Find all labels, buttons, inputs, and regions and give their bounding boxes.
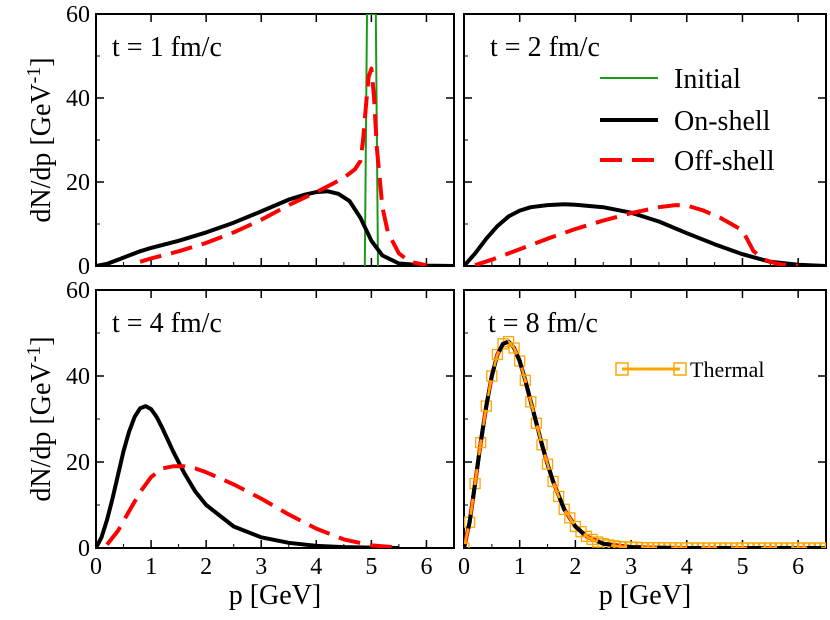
panel-3-xtick-label-4: 4 — [310, 554, 322, 580]
panel-4-xtick-label-5: 5 — [736, 554, 748, 580]
panel-4-xtick-label-2: 2 — [569, 554, 581, 580]
panel-3-series-on-shell — [96, 404, 399, 548]
panel-3-series-off-shell — [105, 464, 400, 548]
panel-1-ytick-label-60: 60 — [66, 2, 90, 28]
panel-2: t = 2 fm/c — [463, 13, 827, 267]
panel-4-thermal-point-15 — [541, 458, 554, 470]
panel-3-ytick-label-40: 40 — [66, 364, 90, 390]
legend-offshell-label: Off-shell — [674, 146, 775, 177]
legend-thermal: Thermal — [615, 357, 765, 382]
panel-1-ytick-label-40: 40 — [66, 86, 90, 112]
y-axis-label-bottom-main: dN/dp [GeV — [26, 362, 57, 501]
panel-4-series-on-shell-overlay — [464, 339, 826, 548]
y-axis-label-top-sup: -1 — [23, 67, 45, 84]
panel-3-ytick-label-60: 60 — [66, 278, 90, 304]
panel-4-xtick-label-1: 1 — [514, 554, 526, 580]
panel-4-xtick-label-4: 4 — [681, 554, 693, 580]
panel-1-title: t = 1 fm/c — [112, 32, 222, 63]
panel-2-frame — [463, 13, 827, 267]
panel-3-xtick-label-1: 1 — [145, 554, 157, 580]
y-axis-label-bottom-text: dN/dp [GeV-1] — [23, 336, 57, 501]
y-axis-label-bottom-sup: -1 — [23, 346, 45, 363]
panel-1-ytick-label-20: 20 — [66, 170, 90, 196]
y-axis-label-top-text: dN/dp [GeV-1] — [23, 57, 57, 222]
panel-4-xtick-label-0: 0 — [458, 554, 470, 580]
panel-1: t = 1 fm/c — [95, 13, 455, 267]
panel-2-series-on-shell — [464, 202, 826, 266]
panel-4-xtick-label-3: 3 — [625, 554, 637, 580]
panel-4-thermal-point-17 — [553, 490, 565, 503]
y-axis-label-top-close: ] — [26, 57, 57, 66]
panel-3-xtick-label-5: 5 — [365, 554, 377, 580]
legend-initial-label: Initial — [674, 64, 741, 95]
panel-3-xtick-label-6: 6 — [420, 554, 432, 580]
y-axis-label-bottom-close: ] — [26, 336, 57, 345]
panel-3-title: t = 4 fm/c — [112, 308, 222, 339]
panel-3-xtick-label-0: 0 — [90, 554, 102, 580]
legend-thermal-marker-right — [673, 362, 687, 376]
legend-thermal-label: Thermal — [690, 357, 765, 382]
panel-2-series-off-shell — [474, 203, 799, 266]
panel-3-xtick-label-2: 2 — [200, 554, 212, 580]
panel-4-thermal-point-9 — [508, 342, 520, 354]
panel-1-series-on-shell — [96, 189, 454, 266]
y-axis-label-top: dN/dp [GeV-1] — [23, 57, 57, 222]
panel-3-ytick-label-20: 20 — [66, 450, 90, 476]
panel-3: t = 4 fm/c — [95, 289, 455, 549]
x-axis-label-left: p [GeV] — [229, 580, 322, 611]
x-axis-label-right: p [GeV] — [599, 580, 692, 611]
legend-main: Initial On-shell Off-shell — [600, 64, 775, 177]
legend-thermal-marker-left — [615, 362, 629, 376]
y-axis-label-top-main: dN/dp [GeV — [26, 83, 57, 222]
panel-4: t = 8 fm/c — [463, 289, 827, 549]
panel-4-series-thermal — [464, 340, 826, 548]
panel-4-thermal-point-12 — [525, 396, 537, 408]
panel-4-xtick-label-6: 6 — [792, 554, 804, 580]
legend-onshell-label: On-shell — [674, 106, 771, 137]
panel-2-title: t = 2 fm/c — [490, 32, 600, 63]
panel-4-frame — [463, 289, 827, 549]
panel-1-frame — [95, 13, 455, 267]
panel-4-title: t = 8 fm/c — [488, 308, 598, 339]
panel-4-thermal-point-6 — [491, 348, 504, 361]
panel-1-series-off-shell — [139, 66, 427, 266]
panel-3-ytick-label-0: 0 — [78, 536, 90, 562]
y-axis-label-bottom: dN/dp [GeV-1] — [23, 336, 57, 501]
panel-1-ytick-label-0: 0 — [78, 254, 90, 280]
panel-3-xtick-label-3: 3 — [255, 554, 267, 580]
